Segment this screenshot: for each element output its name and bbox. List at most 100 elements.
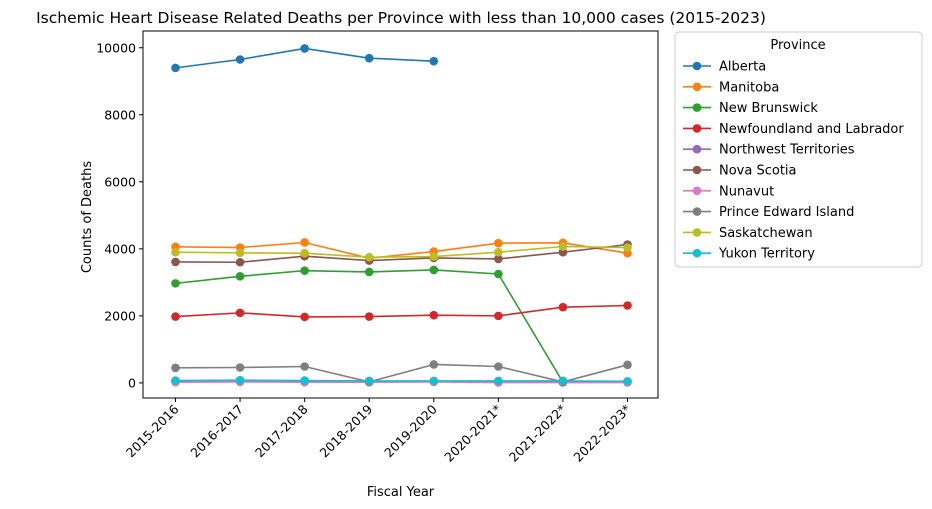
legend-marker	[692, 103, 702, 112]
data-point	[300, 266, 309, 275]
data-point	[364, 252, 374, 262]
data-point	[364, 267, 374, 277]
series-line	[175, 245, 628, 259]
data-point	[235, 257, 245, 267]
series-line	[175, 379, 628, 383]
legend-marker	[692, 82, 702, 92]
legend-label: Yukon Territory	[718, 247, 815, 262]
data-point	[494, 247, 503, 257]
legend-title: Province	[770, 38, 825, 53]
data-point	[300, 376, 309, 385]
y-tick-label: 2000	[104, 308, 136, 323]
legend-item-nunavut: Nunavut	[683, 184, 774, 199]
data-point	[235, 375, 245, 385]
legend-item-newfoundland-and-labrador: Newfoundland and Labrador	[683, 122, 904, 137]
plot-area-frame	[142, 30, 659, 399]
data-point	[494, 254, 503, 264]
data-point	[235, 272, 245, 281]
data-point	[300, 312, 309, 322]
data-point	[494, 362, 503, 371]
y-tick-label: 4000	[104, 241, 136, 256]
series-new-brunswick	[171, 265, 568, 387]
series-newfoundland-and-labrador	[171, 301, 632, 322]
legend-items: Alberta Manitoba New Brunswick Newfoundland…	[683, 60, 904, 262]
legend-marker	[692, 228, 702, 237]
x-tick-label: 2015-2016	[123, 401, 182, 460]
legend-marker	[692, 186, 702, 196]
data-point	[429, 360, 439, 369]
series-line	[175, 241, 628, 260]
legend-label: Newfoundland and Labrador	[719, 122, 904, 137]
y-tick-label: 8000	[104, 107, 136, 122]
data-point	[429, 310, 439, 320]
data-point	[623, 301, 632, 310]
data-point	[300, 362, 309, 371]
data-point	[429, 56, 439, 66]
data-point	[623, 360, 632, 370]
legend-item-prince-edward-island: Prince Edward Island	[683, 205, 854, 220]
legend-label: Northwest Territories	[719, 143, 855, 158]
x-tick-label: 2020-2021*	[441, 402, 504, 465]
legend-item-alberta: Alberta	[683, 60, 766, 75]
data-point	[623, 243, 632, 252]
legend-item-northwest-territories: Northwest Territories	[683, 143, 855, 158]
legend-label: Nova Scotia	[719, 164, 797, 179]
data-point	[171, 363, 180, 373]
series-line	[175, 304, 628, 318]
x-tick-label: 2016-2017	[187, 402, 246, 461]
data-point	[429, 252, 439, 261]
x-axis-label: Fiscal Year	[367, 485, 435, 500]
data-point	[364, 53, 374, 63]
legend-marker	[692, 248, 702, 258]
data-point	[300, 238, 309, 247]
data-point	[171, 279, 180, 288]
data-point	[558, 302, 568, 312]
series-line	[175, 269, 564, 383]
legend-item-yukon-territory: Yukon Territory	[683, 247, 815, 262]
data-point	[171, 63, 180, 73]
plot-marks	[171, 44, 632, 387]
data-point	[171, 376, 180, 385]
y-axis-label: Counts of Deaths	[80, 161, 95, 273]
data-point	[429, 376, 439, 386]
legend-marker	[692, 207, 702, 216]
data-point	[494, 238, 503, 248]
y-tick-label: 0	[128, 375, 136, 390]
data-point	[171, 312, 180, 321]
series-line	[175, 243, 628, 264]
series-alberta	[171, 44, 439, 73]
data-point	[623, 376, 632, 386]
data-point	[494, 311, 503, 321]
legend-marker	[692, 61, 702, 71]
series-line	[175, 363, 628, 383]
legend-label: Nunavut	[719, 184, 774, 199]
data-point	[429, 265, 439, 275]
data-point	[300, 44, 309, 53]
y-tick-label: 10000	[96, 40, 136, 55]
data-point	[364, 312, 374, 321]
legend-marker	[692, 144, 702, 154]
legend-item-nova-scotia: Nova Scotia	[683, 164, 797, 179]
legend-marker	[692, 124, 702, 133]
data-point	[364, 376, 374, 386]
y-axis: 0 2000 4000 6000 8000 10000	[96, 40, 143, 390]
series-saskatchewan	[171, 242, 632, 262]
x-tick-label: 2017-2018	[252, 401, 311, 460]
data-point	[235, 55, 245, 64]
data-point	[171, 247, 180, 257]
legend: Province Alberta Manitoba New Brunswick New…	[674, 31, 923, 268]
x-tick-label: 2018-2019	[317, 401, 376, 460]
data-point	[235, 363, 245, 372]
data-point	[235, 308, 245, 318]
x-tick-label: 2021-2022*	[506, 402, 569, 465]
x-tick-label: 2019-2020	[381, 401, 440, 460]
data-point	[494, 269, 503, 279]
legend-label: Saskatchewan	[719, 226, 813, 241]
series-line	[175, 381, 628, 384]
data-point	[171, 257, 180, 267]
series-yukon-territory	[171, 375, 632, 386]
chart-title: Ischemic Heart Disease Related Deaths pe…	[36, 9, 766, 27]
data-point	[558, 376, 568, 386]
x-axis: 2015-2016 2016-2017 2017-2018 2018-2019 2019…	[123, 398, 634, 465]
